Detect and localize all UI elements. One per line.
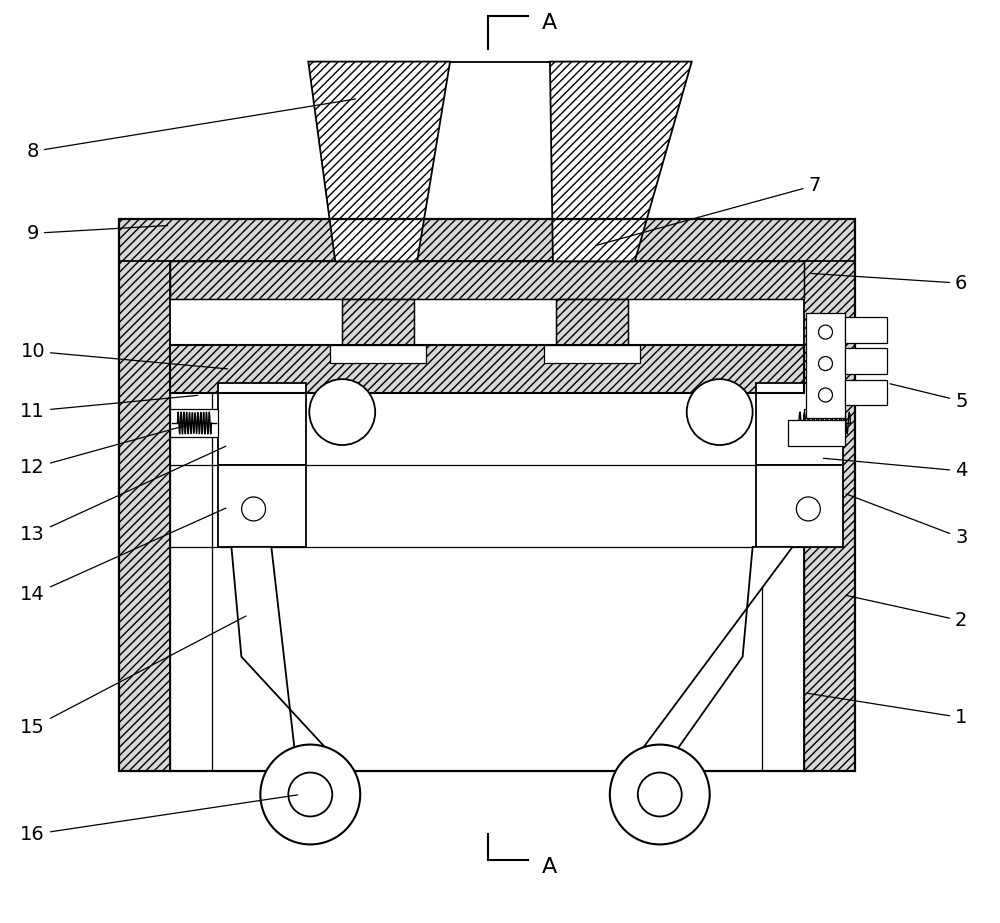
Text: 4: 4	[823, 458, 967, 481]
Bar	[804, 220, 855, 771]
Bar	[788, 420, 845, 446]
Bar	[806, 313, 845, 418]
Bar	[544, 345, 640, 363]
Circle shape	[687, 379, 753, 445]
Bar	[119, 220, 855, 261]
Text: 8: 8	[27, 99, 355, 161]
Text: 10: 10	[20, 342, 228, 369]
Circle shape	[638, 773, 682, 817]
Bar	[756, 465, 843, 546]
Circle shape	[242, 497, 266, 521]
Bar	[119, 220, 855, 771]
Circle shape	[819, 388, 832, 402]
Text: 11: 11	[20, 395, 198, 421]
Bar	[170, 261, 804, 299]
Text: 9: 9	[27, 224, 168, 243]
Polygon shape	[637, 546, 793, 756]
Bar	[170, 345, 804, 393]
Polygon shape	[308, 62, 450, 261]
Bar	[845, 348, 887, 374]
Circle shape	[796, 497, 820, 521]
Text: 3: 3	[846, 494, 967, 547]
Bar	[804, 409, 843, 437]
Text: 6: 6	[811, 273, 967, 293]
Circle shape	[819, 325, 832, 339]
Text: 5: 5	[890, 384, 968, 411]
Bar	[170, 409, 218, 437]
Bar	[218, 465, 306, 546]
Text: A: A	[542, 857, 557, 878]
Bar	[756, 383, 843, 465]
Bar	[342, 299, 414, 345]
Bar	[342, 299, 414, 345]
Bar	[556, 299, 628, 345]
Circle shape	[309, 379, 375, 445]
Text: 13: 13	[20, 446, 226, 545]
Text: 14: 14	[20, 508, 226, 605]
Text: 15: 15	[20, 616, 246, 737]
Bar	[845, 379, 887, 405]
Text: 7: 7	[596, 176, 821, 246]
Text: 16: 16	[20, 795, 298, 844]
Bar	[119, 220, 170, 771]
Text: 12: 12	[20, 424, 192, 477]
Bar	[845, 317, 887, 342]
Circle shape	[610, 745, 710, 845]
Bar	[556, 299, 628, 345]
Bar	[218, 383, 306, 465]
Bar	[170, 261, 804, 299]
Circle shape	[288, 773, 332, 817]
Bar	[330, 345, 426, 363]
Circle shape	[260, 745, 360, 845]
Text: 2: 2	[846, 595, 967, 630]
Text: A: A	[542, 13, 557, 32]
Text: 1: 1	[806, 693, 967, 727]
Polygon shape	[231, 546, 333, 756]
Bar	[170, 345, 804, 393]
Circle shape	[819, 356, 832, 370]
Polygon shape	[550, 62, 692, 261]
